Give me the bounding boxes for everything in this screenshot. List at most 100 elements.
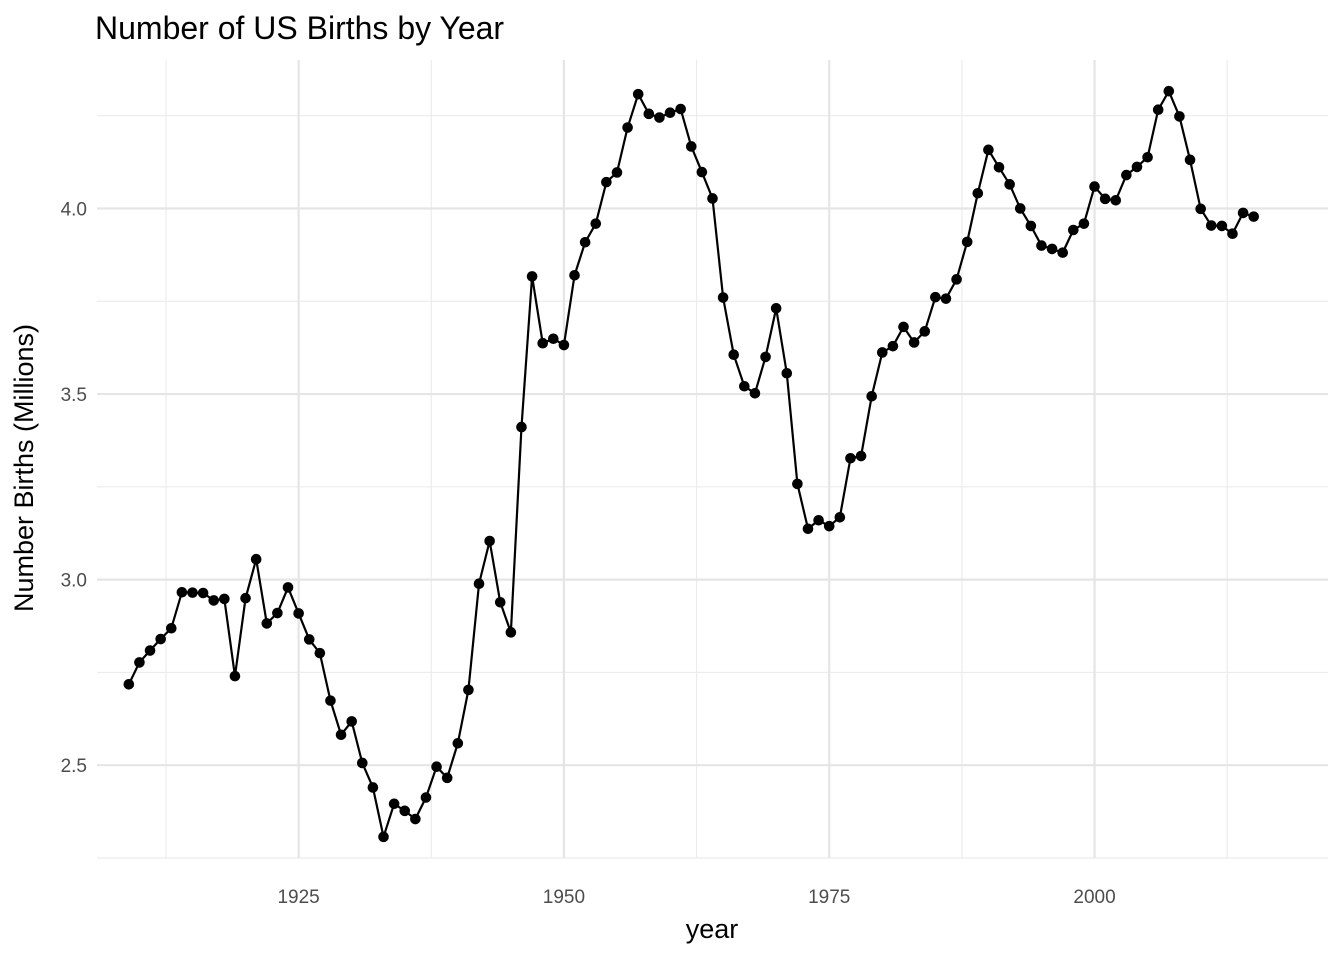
- data-point: [1131, 161, 1143, 173]
- data-point: [526, 271, 538, 282]
- data-point: [134, 657, 145, 668]
- data-point: [1110, 194, 1122, 206]
- data-point: [685, 141, 697, 152]
- x-tick-label: 2000: [1073, 887, 1115, 908]
- data-point: [601, 176, 612, 188]
- data-point: [1014, 203, 1026, 214]
- data-point: [696, 166, 708, 178]
- data-point: [845, 452, 856, 464]
- data-point: [834, 511, 846, 523]
- data-point: [303, 634, 315, 645]
- data-point: [1068, 224, 1079, 236]
- data-point: [144, 645, 156, 656]
- data-point: [431, 761, 442, 772]
- data-point: [930, 291, 941, 303]
- data-point: [388, 798, 400, 810]
- data-point: [463, 684, 474, 696]
- data-point: [1142, 151, 1153, 163]
- data-point: [165, 622, 177, 634]
- data-point: [876, 347, 888, 358]
- data-point: [1099, 193, 1111, 205]
- data-point: [335, 729, 347, 741]
- data-point: [749, 388, 761, 399]
- data-point: [558, 339, 570, 351]
- data-point: [399, 805, 411, 817]
- data-point: [993, 161, 1005, 173]
- data-point: [1174, 111, 1185, 122]
- data-point: [1195, 203, 1206, 215]
- data-point: [1227, 228, 1238, 240]
- data-point: [707, 193, 718, 204]
- data-point: [940, 293, 952, 304]
- data-point: [367, 782, 379, 793]
- data-point: [760, 351, 771, 363]
- data-point: [282, 582, 294, 593]
- data-point: [739, 380, 750, 392]
- grid-lines: [97, 60, 1328, 859]
- data-point: [579, 236, 591, 248]
- y-axis-tick-labels: 2.5 3.0 3.5 4.0: [61, 199, 87, 777]
- data-point: [919, 326, 931, 337]
- data-point: [1205, 220, 1217, 231]
- data-point: [1036, 240, 1047, 251]
- data-point: [1078, 218, 1090, 229]
- data-point: [728, 349, 740, 361]
- data-point: [643, 108, 655, 120]
- x-axis-title: year: [686, 914, 739, 944]
- y-tick-label: 3.0: [61, 571, 87, 592]
- data-point: [664, 107, 676, 119]
- data-point: [452, 738, 464, 749]
- data-point: [823, 520, 835, 532]
- y-axis-title: Number Births (Millions): [9, 324, 39, 612]
- data-point: [473, 578, 485, 590]
- x-tick-label: 1975: [808, 887, 850, 908]
- x-tick-label: 1925: [277, 887, 319, 908]
- data-point: [314, 647, 326, 659]
- data-point: [537, 337, 549, 349]
- data-point: [908, 337, 920, 348]
- data-point: [155, 633, 166, 645]
- chart-title: Number of US Births by Year: [95, 10, 504, 46]
- data-point: [261, 618, 273, 629]
- data-point: [1152, 104, 1164, 116]
- data-point: [961, 236, 973, 248]
- y-tick-label: 4.0: [61, 199, 87, 220]
- data-point: [590, 218, 602, 229]
- data-point: [1004, 179, 1015, 190]
- data-point: [293, 608, 304, 619]
- data-point: [420, 792, 432, 803]
- data-point: [1248, 211, 1260, 222]
- data-point: [813, 514, 824, 526]
- data-point: [548, 333, 559, 345]
- data-point: [187, 587, 198, 598]
- y-tick-label: 2.5: [61, 756, 87, 777]
- data-point: [516, 421, 527, 433]
- data-point: [346, 716, 357, 727]
- data-point: [866, 390, 877, 402]
- y-tick-label: 3.5: [61, 385, 87, 406]
- data-point: [1163, 85, 1175, 97]
- data-point: [622, 122, 633, 133]
- data-point: [611, 167, 623, 178]
- data-point: [1121, 169, 1132, 181]
- data-point: [898, 321, 909, 333]
- data-point: [240, 592, 251, 604]
- data-point: [229, 670, 241, 682]
- data-point: [378, 831, 389, 843]
- data-point: [1089, 181, 1100, 192]
- births-series: [123, 85, 1260, 843]
- data-point: [972, 187, 984, 199]
- data-point: [357, 757, 368, 769]
- data-point: [717, 292, 729, 303]
- data-point: [951, 274, 962, 285]
- data-point: [1025, 220, 1037, 232]
- data-point: [123, 678, 135, 690]
- data-point: [441, 772, 453, 784]
- data-point: [855, 450, 867, 462]
- data-point: [569, 269, 580, 281]
- data-point: [1216, 220, 1228, 232]
- data-point: [654, 112, 665, 123]
- data-point: [1184, 154, 1196, 166]
- data-point: [1057, 247, 1068, 258]
